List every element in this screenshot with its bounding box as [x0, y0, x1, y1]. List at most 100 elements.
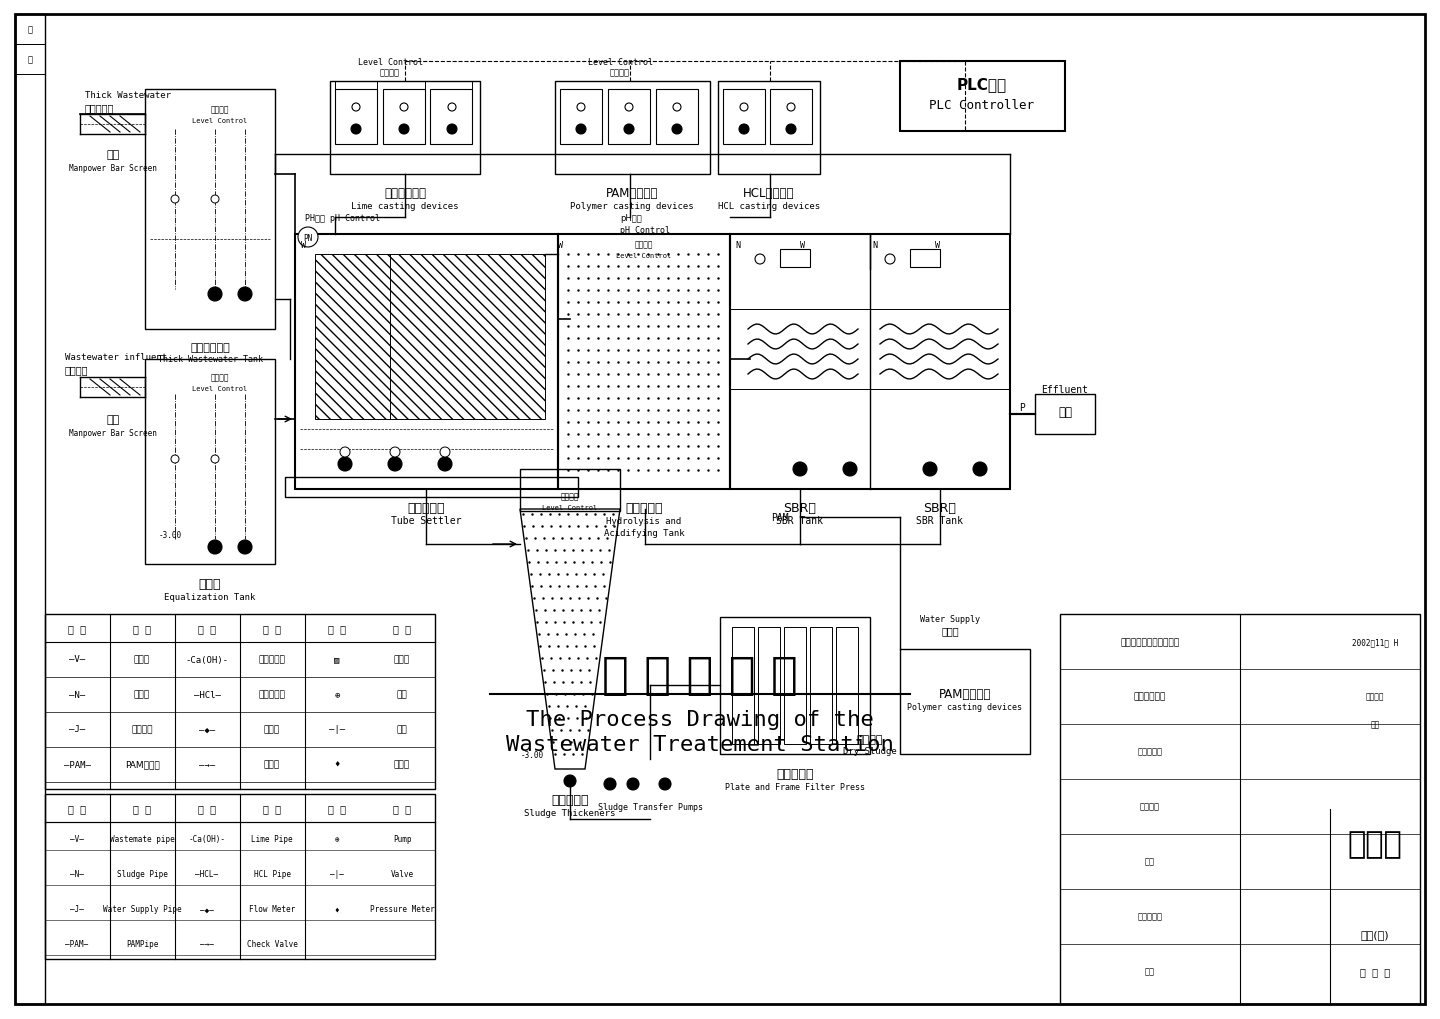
Bar [14, 15, 45, 1004]
Text: P: P [1020, 403, 1025, 413]
Text: 名  称: 名 称 [264, 624, 281, 634]
Circle shape [624, 125, 634, 135]
Circle shape [340, 447, 350, 458]
Text: 安全负责人: 安全负责人 [1138, 747, 1162, 756]
Text: HCL Pipe: HCL Pipe [253, 869, 291, 878]
Bar [431, 90, 472, 145]
Circle shape [351, 104, 360, 112]
Text: -3.00: -3.00 [158, 530, 181, 539]
Text: 郑电器制造控股有限公司: 郑电器制造控股有限公司 [1120, 638, 1179, 647]
Text: W: W [801, 240, 805, 250]
Text: SBR池: SBR池 [783, 501, 816, 514]
Text: SBR池: SBR池 [923, 501, 956, 514]
Text: Thick Wastewater: Thick Wastewater [85, 91, 171, 100]
Text: Sludge Thickeners: Sludge Thickeners [524, 808, 616, 816]
Text: HCL casting devices: HCL casting devices [719, 202, 819, 210]
Text: 酸液投加管: 酸液投加管 [259, 690, 285, 699]
Text: 液位控制: 液位控制 [611, 68, 631, 77]
Text: Water Supply: Water Supply [920, 614, 981, 624]
Bar [910, 250, 940, 268]
Text: ⊕: ⊕ [334, 835, 340, 844]
Bar [554, 82, 710, 175]
Text: —HCL—: —HCL— [196, 869, 219, 878]
Circle shape [399, 125, 409, 135]
Text: Level Control: Level Control [193, 118, 248, 124]
Text: Flow Meter: Flow Meter [249, 905, 295, 914]
Text: —V—: —V— [69, 655, 85, 663]
Text: 设计阶段: 设计阶段 [1365, 692, 1384, 701]
Circle shape [207, 287, 222, 302]
Text: 污泥外运: 污泥外运 [857, 735, 883, 744]
Text: 名  称: 名 称 [393, 803, 410, 813]
Bar [783, 628, 806, 744]
Text: 废水处理工程: 废水处理工程 [1133, 692, 1166, 701]
Text: Acidifying Tank: Acidifying Tank [603, 528, 684, 537]
Text: —N—: —N— [69, 690, 85, 699]
Bar [520, 470, 621, 512]
Text: PAM投加装置: PAM投加装置 [606, 186, 658, 200]
Text: 图  例: 图 例 [68, 803, 86, 813]
Circle shape [576, 125, 586, 135]
Text: —PAM—: —PAM— [65, 940, 89, 949]
Text: Wastewater Treatement Station: Wastewater Treatement Station [505, 735, 894, 754]
Bar [14, 15, 45, 45]
Text: ▨: ▨ [334, 655, 340, 663]
Circle shape [603, 779, 616, 790]
Bar [559, 234, 730, 489]
Circle shape [446, 125, 456, 135]
Circle shape [438, 458, 452, 472]
Text: Manpower Bar Screen: Manpower Bar Screen [69, 163, 157, 172]
Text: 污泥管: 污泥管 [134, 690, 150, 699]
Circle shape [448, 104, 456, 112]
Text: 闸阀: 闸阀 [396, 725, 408, 734]
Text: Thick Wastewater Tank: Thick Wastewater Tank [157, 356, 262, 364]
Text: 调节池: 调节池 [199, 578, 222, 591]
Bar [900, 649, 1030, 754]
Bar [14, 45, 45, 75]
Bar [336, 90, 377, 145]
Text: W: W [301, 240, 305, 250]
Bar [809, 628, 832, 744]
Text: 设计: 设计 [1145, 857, 1155, 866]
Text: 处工程师: 处工程师 [1140, 802, 1161, 811]
Circle shape [660, 779, 671, 790]
Bar [730, 234, 1009, 489]
Circle shape [238, 287, 252, 302]
Bar [560, 90, 602, 145]
Text: 废水管: 废水管 [134, 655, 150, 663]
Circle shape [207, 540, 222, 554]
Text: SBR Tank: SBR Tank [916, 516, 963, 526]
Text: Water Supply Pipe: Water Supply Pipe [102, 905, 181, 914]
Text: 液位控制: 液位控制 [210, 373, 229, 382]
Text: 水解酸化池: 水解酸化池 [625, 501, 662, 514]
Text: —|—: —|— [330, 869, 344, 878]
Text: PAM投加管: PAM投加管 [125, 760, 160, 768]
Circle shape [739, 125, 749, 135]
Text: Effluent: Effluent [1041, 384, 1089, 394]
Text: -Ca(OH)-: -Ca(OH)- [186, 655, 229, 663]
Circle shape [441, 447, 451, 458]
Text: 水泵: 水泵 [396, 690, 408, 699]
Text: —J—: —J— [71, 905, 84, 914]
Text: ⊕: ⊕ [334, 690, 340, 699]
Text: 刮槽液废液: 刮槽液废液 [85, 103, 114, 113]
Text: —◆—: —◆— [200, 905, 215, 914]
Circle shape [338, 458, 351, 472]
Text: 页  第  页: 页 第 页 [1359, 966, 1390, 976]
Text: 自来水: 自来水 [942, 626, 959, 636]
Bar [723, 90, 765, 145]
Bar [657, 90, 698, 145]
Text: 液位控制: 液位控制 [635, 240, 654, 250]
Text: PLC Controller: PLC Controller [929, 99, 1034, 111]
Text: 污泥脱水机: 污泥脱水机 [776, 767, 814, 781]
Text: 名  称: 名 称 [132, 803, 151, 813]
Text: 石灰投加装置: 石灰投加装置 [384, 186, 426, 200]
Text: Plate and Frame Filter Press: Plate and Frame Filter Press [724, 783, 865, 792]
Circle shape [786, 125, 796, 135]
Text: N: N [736, 240, 740, 250]
Text: 生产废水: 生产废水 [65, 365, 88, 375]
Text: PLC控制: PLC控制 [958, 77, 1007, 93]
Text: 工 艺 流 程 图: 工 艺 流 程 图 [602, 653, 798, 696]
Text: 浆: 浆 [27, 55, 33, 64]
Text: W: W [557, 240, 563, 250]
